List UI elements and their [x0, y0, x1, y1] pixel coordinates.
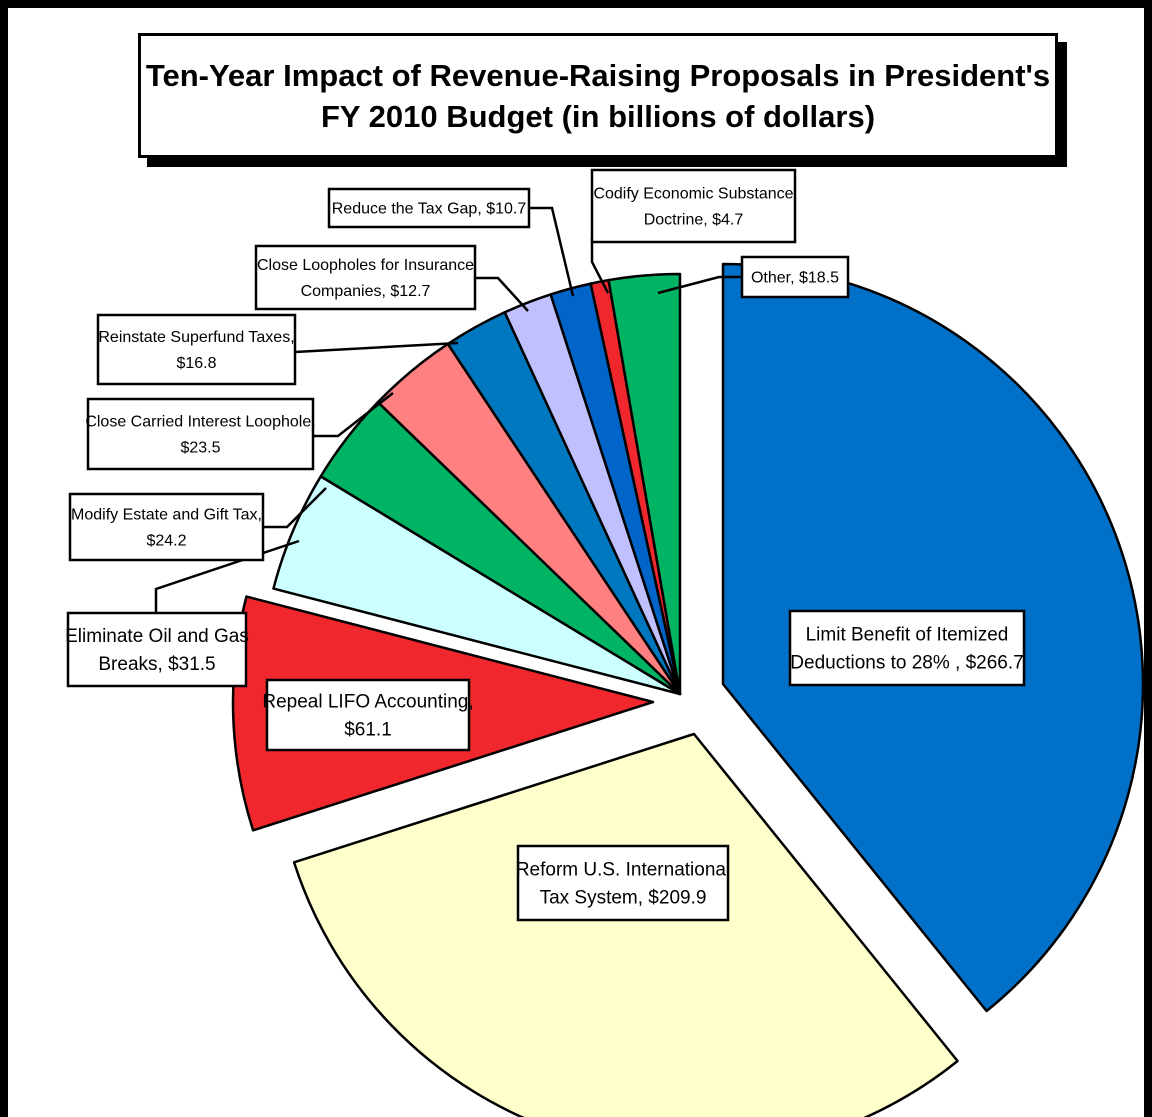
label-box-estate-gift — [68, 492, 265, 562]
label-text-itemized-line-1: Limit Benefit of Itemized — [806, 625, 1009, 646]
label-box-lifo — [265, 678, 471, 752]
leader-line-insurance — [475, 276, 529, 312]
label-international: Reform U.S. International Tax System, $20… — [516, 844, 730, 922]
pie-slices — [231, 262, 1144, 1117]
label-box-economic-substance — [590, 168, 797, 244]
label-text-superfund-line-1: Reinstate Superfund Taxes, — [98, 329, 294, 346]
label-box-oil-gas — [66, 611, 248, 688]
label-lifo: Repeal LIFO Accounting, $61.1 — [262, 678, 474, 752]
label-text-estate-gift-line-2: $24.2 — [146, 533, 186, 550]
leader-line-estate-gift — [263, 487, 327, 529]
label-box-carried-interest — [86, 397, 315, 471]
chart-title: Ten-Year Impact of Revenue-Raising Propo… — [138, 33, 1058, 158]
slice-other — [607, 272, 682, 696]
label-text-oil-gas-line-2: Breaks, $31.5 — [98, 654, 215, 675]
leader-line-economic-substance — [590, 238, 610, 294]
label-text-itemized-line-2: Deductions to 28% , $266.7 — [790, 653, 1023, 674]
leader-line-other — [657, 275, 742, 295]
label-text-international-line-1: Reform U.S. International — [516, 860, 730, 881]
label-text-lifo-line-1: Repeal LIFO Accounting, — [262, 692, 473, 713]
label-text-economic-substance-line-1: Codify Economic Substance — [593, 186, 793, 203]
label-box-insurance — [254, 244, 477, 311]
label-itemized: Limit Benefit of Itemized Deductions to 2… — [788, 609, 1026, 687]
label-text-tax-gap-line-1: Reduce the Tax Gap, $10.7 — [332, 201, 527, 218]
slice-international — [292, 732, 959, 1117]
label-economic-substance: Codify Economic Substance Doctrine, $4.7 — [590, 168, 797, 244]
pie-chart: Limit Benefit of Itemized Deductions to 2… — [65, 168, 1144, 1117]
label-text-lifo-line-2: $61.1 — [344, 720, 392, 741]
label-estate-gift: Modify Estate and Gift Tax, $24.2 — [68, 492, 265, 562]
label-oil-gas: Eliminate Oil and Gas Breaks, $31.5 — [65, 611, 249, 688]
label-tax-gap: Reduce the Tax Gap, $10.7 — [327, 187, 531, 229]
label-carried-interest: Close Carried Interest Loophole, $23.5 — [85, 397, 316, 471]
leader-line-carried-interest — [313, 392, 394, 438]
label-box-other — [740, 255, 850, 299]
label-superfund: Reinstate Superfund Taxes, $16.8 — [96, 313, 297, 386]
label-text-other-line-1: Other, $18.5 — [751, 270, 839, 287]
label-text-international-line-2: Tax System, $209.9 — [540, 888, 707, 909]
label-box-international — [516, 844, 730, 922]
label-box-superfund — [96, 313, 297, 386]
label-text-oil-gas-line-1: Eliminate Oil and Gas — [65, 626, 249, 647]
leader-line-tax-gap — [529, 206, 575, 297]
chart-title-line-2: FY 2010 Budget (in billions of dollars) — [320, 98, 876, 134]
slice-labels: Limit Benefit of Itemized Deductions to 2… — [65, 168, 1026, 922]
label-text-superfund-line-2: $16.8 — [176, 355, 216, 372]
label-other: Other, $18.5 — [740, 255, 850, 299]
label-text-estate-gift-line-1: Modify Estate and Gift Tax, — [71, 507, 262, 524]
chart-title-line-1: Ten-Year Impact of Revenue-Raising Propo… — [145, 57, 1051, 93]
label-text-insurance-line-1: Close Loopholes for Insurance — [257, 257, 474, 274]
leader-line-superfund — [294, 341, 459, 354]
label-text-economic-substance-line-2: Doctrine, $4.7 — [644, 212, 744, 229]
label-insurance: Close Loopholes for Insurance Companies, … — [254, 244, 477, 311]
label-box-tax-gap — [327, 187, 531, 229]
label-text-carried-interest-line-1: Close Carried Interest Loophole, — [85, 414, 315, 431]
label-box-itemized — [788, 609, 1026, 687]
label-text-insurance-line-2: Companies, $12.7 — [301, 283, 431, 300]
label-text-carried-interest-line-2: $23.5 — [180, 440, 220, 457]
